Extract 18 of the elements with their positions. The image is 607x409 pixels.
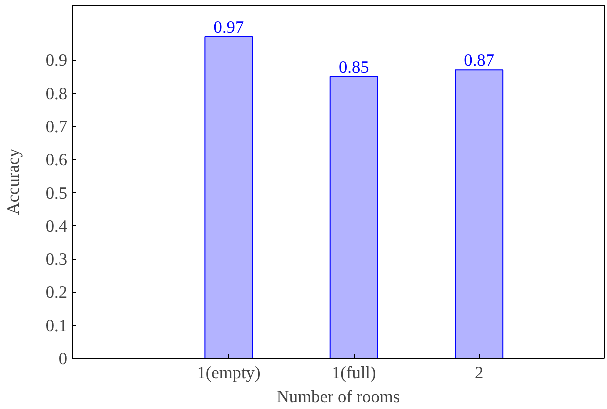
y-tick-label: 0.7 xyxy=(46,117,68,136)
y-tick-label: 0.3 xyxy=(46,250,68,270)
x-tick-label: 1(empty) xyxy=(197,364,261,382)
y-tick-label: 0.2 xyxy=(46,283,68,302)
data-label: 0.87 xyxy=(464,51,495,70)
data-label: 0.97 xyxy=(214,18,244,37)
x-tick-label: 1(full) xyxy=(332,364,377,382)
y-tick-label: 0 xyxy=(58,350,68,368)
y-tick-label: 0.8 xyxy=(46,84,68,104)
y-tick-label: 0.1 xyxy=(46,316,68,336)
y-tick-label: 0.6 xyxy=(46,150,68,170)
data-label: 0.85 xyxy=(338,58,370,77)
y-tick-label: 0.5 xyxy=(46,184,68,203)
y-tick-label: 0.4 xyxy=(46,216,68,236)
x-tick-label: 2 xyxy=(474,364,484,382)
x-axis-title: Number of rooms xyxy=(276,388,400,406)
y-tick-label: 0.9 xyxy=(46,51,68,70)
y-axis-title: Accuracy xyxy=(4,148,23,216)
